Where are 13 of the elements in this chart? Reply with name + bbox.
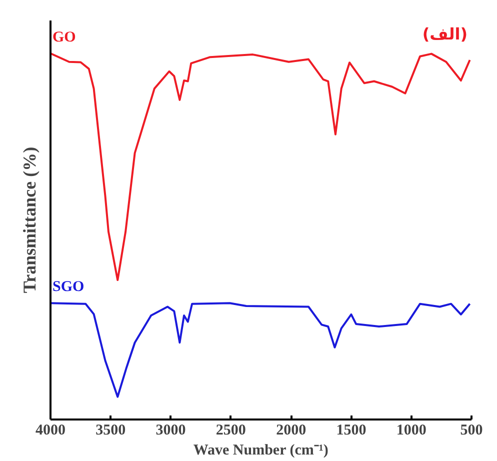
x-tick-label: 2500 bbox=[216, 422, 246, 438]
x-tick-label: 4000 bbox=[36, 422, 66, 438]
text: (الف) bbox=[422, 24, 468, 44]
x-axis-title: Wave Number (cm⁻¹) bbox=[193, 442, 328, 458]
series-label: SGO bbox=[52, 279, 84, 296]
x-tick-label: 500 bbox=[460, 422, 483, 438]
x-tick-label: 3000 bbox=[156, 422, 186, 438]
y-axis-title: Transmittance (%) bbox=[20, 146, 40, 294]
x-tick-label: 1500 bbox=[336, 422, 366, 438]
x-tick-label: 2000 bbox=[276, 422, 306, 438]
x-tick-label: 3500 bbox=[96, 422, 126, 438]
x-tick-label: 1000 bbox=[396, 422, 426, 438]
series-label: GO bbox=[52, 29, 76, 46]
